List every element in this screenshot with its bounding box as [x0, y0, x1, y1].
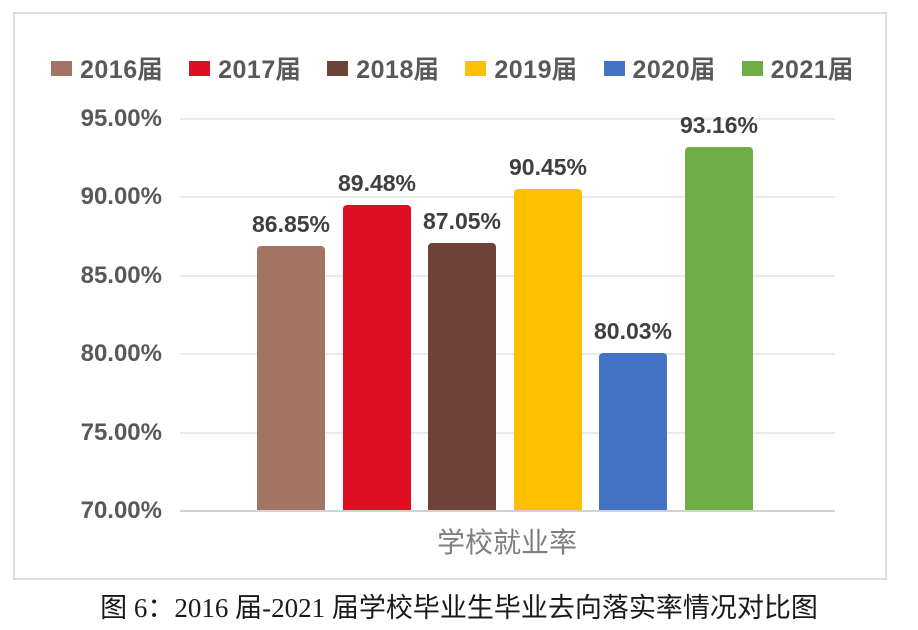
legend-swatch-icon: [189, 60, 211, 76]
bar-2020届: [599, 353, 667, 510]
bar-value-label: 89.48%: [337, 170, 416, 196]
bar-value-label: 86.85%: [251, 211, 330, 237]
y-gridline: [180, 432, 835, 434]
y-axis-tick-label: 75.00%: [80, 419, 162, 446]
bar-value-label: 87.05%: [422, 208, 501, 234]
bar-2019届: [514, 189, 582, 510]
bar-2018届: [428, 243, 496, 510]
legend-label: 2019届: [494, 56, 578, 84]
legend-swatch-icon: [741, 60, 763, 76]
bar-value-label: 80.03%: [593, 318, 672, 344]
y-gridline: [180, 196, 835, 198]
figure-caption: 图 6：2016 届-2021 届学校毕业生毕业去向落实率情况对比图: [100, 593, 818, 623]
legend-label: 2017届: [218, 56, 302, 84]
legend-label: 2020届: [632, 56, 716, 84]
legend-swatch-icon: [51, 60, 72, 76]
y-axis-tick-label: 90.00%: [80, 183, 162, 210]
y-axis-tick-label: 85.00%: [80, 262, 162, 289]
bar-value-label: 93.16%: [679, 112, 758, 138]
legend-item-2021届: 2021届: [741, 50, 854, 86]
legend-item-2016届: 2016届: [51, 50, 163, 86]
legend-item-2018届: 2018届: [327, 50, 439, 86]
legend-swatch-icon: [603, 60, 625, 76]
legend-item-2017届: 2017届: [189, 50, 301, 86]
y-gridline: [180, 275, 835, 277]
legend-item-2020届: 2020届: [603, 50, 716, 86]
x-axis-category-label: 学校就业率: [436, 528, 577, 559]
x-axis-line: [180, 510, 835, 512]
bar-2016届: [257, 246, 325, 510]
legend-item-2019届: 2019届: [465, 50, 577, 86]
bar-value-label: 90.45%: [508, 154, 587, 180]
legend-label: 2021届: [770, 56, 854, 84]
bar-2021届: [685, 147, 753, 510]
legend-swatch-icon: [465, 60, 487, 76]
y-axis-tick-label: 70.00%: [80, 497, 162, 524]
bar-2017届: [343, 205, 411, 510]
legend-label: 2016届: [80, 56, 164, 84]
y-gridline: [180, 118, 835, 120]
legend-swatch-icon: [327, 60, 349, 76]
y-gridline: [180, 353, 835, 355]
y-axis-tick-label: 80.00%: [80, 340, 162, 367]
y-axis-tick-label: 95.00%: [80, 105, 162, 132]
legend-label: 2018届: [356, 56, 440, 84]
chart-legend: 2016届 2017届 2018届 2019届 2020届 2021届: [51, 50, 854, 86]
